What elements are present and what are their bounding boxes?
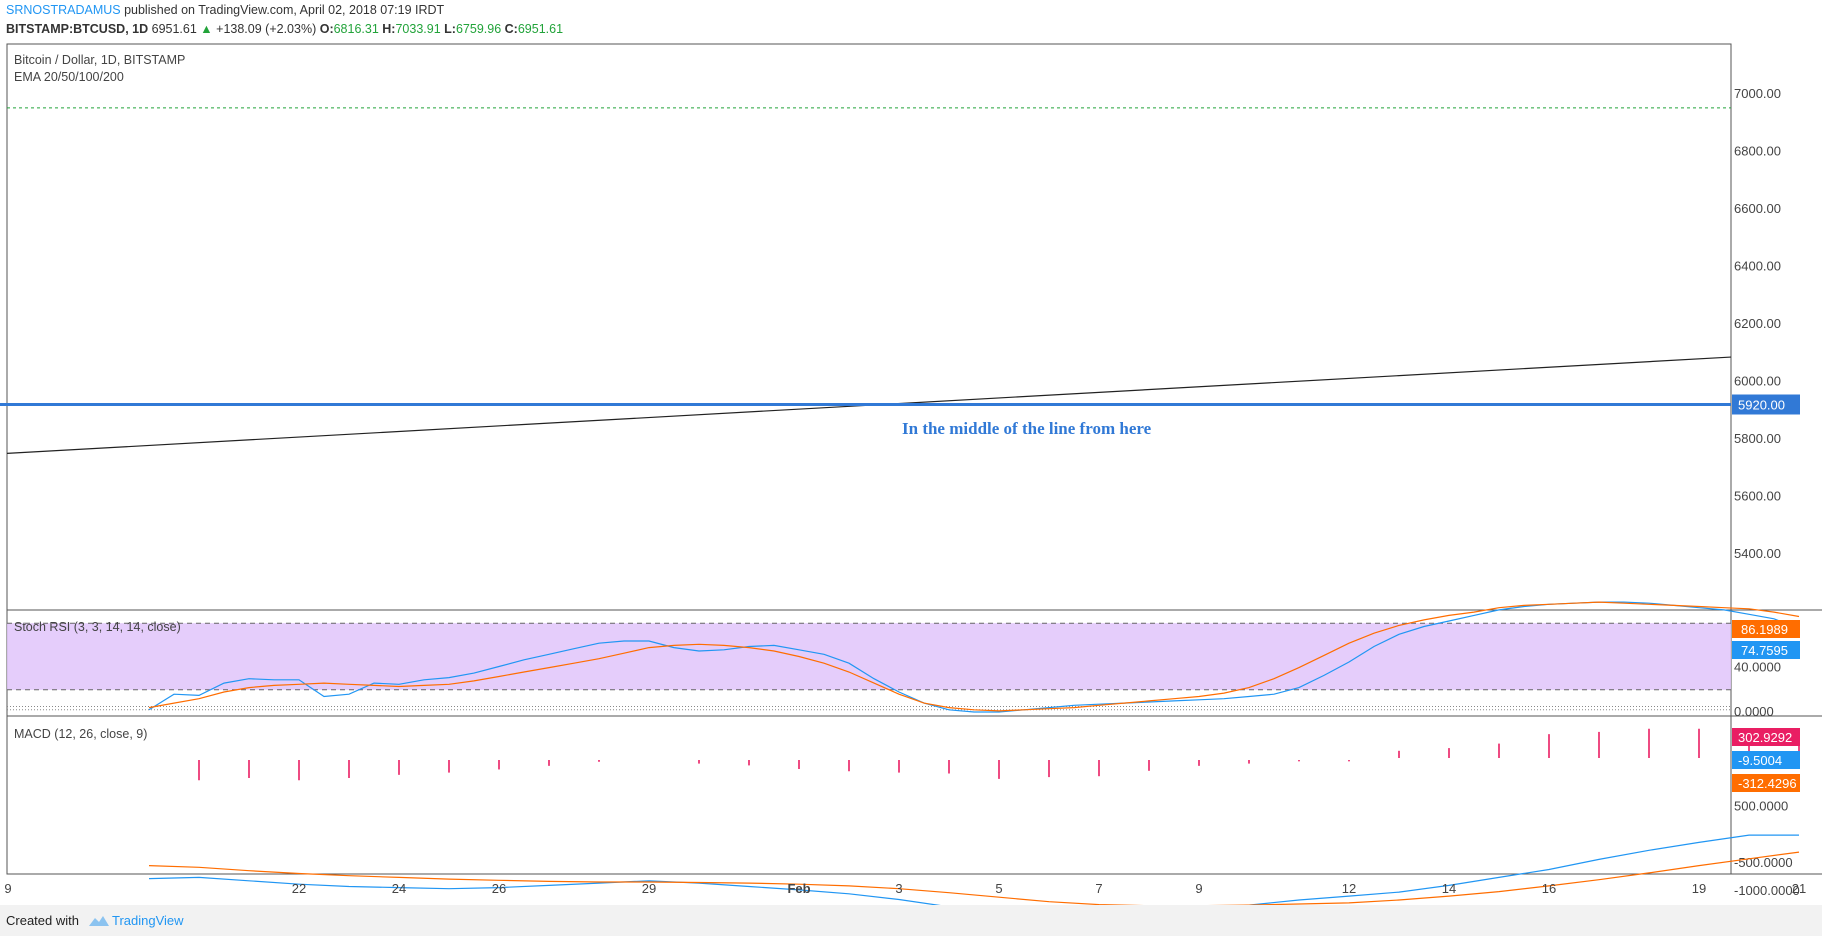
macd-value-badge — [1732, 774, 1800, 792]
macd-line-orange — [148, 851, 1800, 905]
low-label: L: — [444, 22, 456, 36]
x-tick-label: 5 — [995, 881, 1002, 896]
stoch-band — [7, 623, 1731, 690]
price-tick-label: 7000.00 — [1734, 86, 1781, 101]
high-value: 7033.91 — [395, 22, 441, 36]
x-tick-label: 26 — [492, 881, 506, 896]
open-label: O: — [319, 22, 334, 36]
macd-value-label: 302.9292 — [1738, 730, 1792, 745]
x-tick-label: 14 — [1442, 881, 1456, 896]
chart-area[interactable]: Bitcoin / Dollar, 1D, BITSTAMP EMA 20/50/… — [0, 0, 1822, 905]
x-tick-label: 9 — [4, 881, 11, 896]
open-value: 6816.31 — [333, 22, 379, 36]
macd-tick-label: 500.0000 — [1734, 798, 1788, 813]
stoch-line-blue — [148, 601, 1800, 713]
tradingview-logo-icon — [89, 916, 109, 926]
x-tick-label: 16 — [1542, 881, 1556, 896]
x-tick-label: 19 — [1692, 881, 1706, 896]
x-tick-label: 7 — [1095, 881, 1102, 896]
close-value: 6951.61 — [517, 22, 564, 36]
x-tick-label: 22 — [292, 881, 306, 896]
x-tick-label: 9 — [1195, 881, 1202, 896]
x-tick-label: 3 — [895, 881, 902, 896]
price-tick-label: 5400.00 — [1734, 546, 1781, 561]
tradingview-brand: TradingView — [112, 913, 184, 928]
stoch-value-badge — [1732, 620, 1800, 638]
stoch-tick-label: 40.0000 — [1734, 660, 1781, 675]
price-tick-label: 6400.00 — [1734, 259, 1781, 274]
annotation-text: In the middle of the line from here — [902, 419, 1152, 438]
stoch-value-label: 86.1989 — [1741, 622, 1788, 637]
change-arrow-icon: ▲ — [200, 22, 213, 36]
macd-tick-label: -1000.0000 — [1734, 883, 1800, 898]
price-tick-label: 5600.00 — [1734, 489, 1781, 504]
macd-line-blue — [148, 834, 1799, 905]
created-with-text: Created with — [6, 913, 79, 928]
footer-bar: Created with TradingView — [0, 905, 1822, 936]
price-change: +138.09 (+2.03%) — [216, 22, 317, 36]
price-tick-label: 6800.00 — [1734, 144, 1781, 159]
last-price: 6951.61 — [151, 22, 197, 36]
price-pane-title: Bitcoin / Dollar, 1D, BITSTAMP — [14, 53, 185, 67]
stoch-tick-label: 0.0000 — [1734, 704, 1774, 719]
symbol-label: BITSTAMP:BTCUSD, 1D — [6, 22, 149, 36]
indicator-label-ema: EMA 20/50/100/200 — [14, 70, 124, 84]
x-tick-label: Feb — [787, 881, 810, 896]
author-link[interactable]: SRNOSTRADAMUS — [6, 3, 121, 17]
symbol-info: BITSTAMP:BTCUSD, 1D 6951.61 ▲ +138.09 (+… — [6, 22, 563, 36]
macd-value-badge — [1732, 751, 1800, 769]
x-tick-label: 29 — [642, 881, 656, 896]
low-value: 6759.96 — [455, 22, 502, 36]
tradingview-link[interactable]: TradingView — [88, 913, 184, 928]
price-tick-label: 5800.00 — [1734, 431, 1781, 446]
macd-value-label: -312.4296 — [1738, 776, 1797, 791]
price-tick-label: 6000.00 — [1734, 374, 1781, 389]
macd-value-label: -9.5004 — [1738, 753, 1782, 768]
chart-frame — [6, 43, 1732, 875]
level-price-label: 5920.00 — [1738, 398, 1785, 413]
macd-pane-title: MACD (12, 26, close, 9) — [14, 727, 147, 741]
stoch-pane-title: Stoch RSI (3, 3, 14, 14, close) — [14, 620, 181, 634]
macd-value-badge — [1732, 728, 1800, 746]
close-label: C: — [504, 22, 518, 36]
x-tick-label: 24 — [392, 881, 406, 896]
stoch-value-label: 74.7595 — [1741, 643, 1788, 658]
publish-info: SRNOSTRADAMUS published on TradingView.c… — [6, 3, 444, 17]
x-tick-label: 21 — [1792, 881, 1806, 896]
stoch-value-badge — [1732, 641, 1800, 659]
level-price-badge — [1732, 394, 1800, 415]
price-tick-label: 6200.00 — [1734, 316, 1781, 331]
x-tick-label: 12 — [1342, 881, 1356, 896]
price-tick-label: 6600.00 — [1734, 201, 1781, 216]
stoch-line-orange — [148, 601, 1800, 712]
high-label: H: — [382, 22, 396, 36]
publish-text: published on TradingView.com, April 02, … — [124, 3, 445, 17]
